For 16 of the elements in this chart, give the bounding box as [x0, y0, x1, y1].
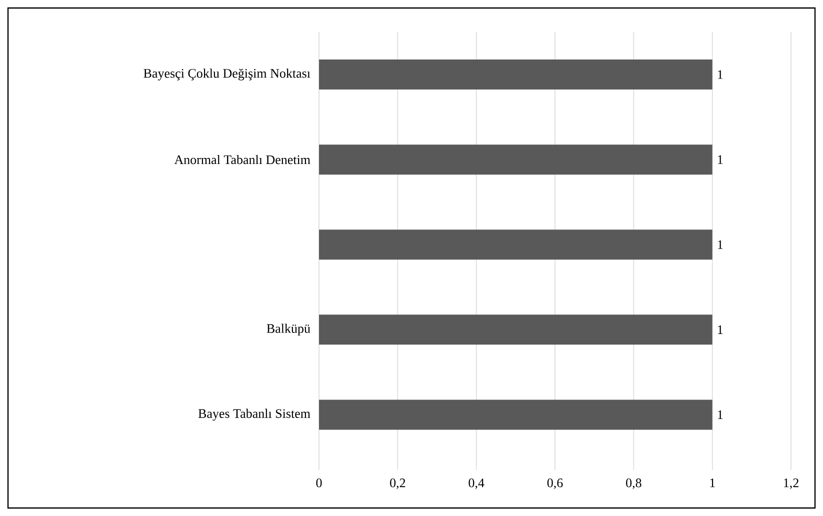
y-tick-label: Balküpü	[266, 324, 310, 336]
data-label: 1	[718, 240, 723, 249]
x-tick-label: 0,2	[390, 478, 406, 490]
x-tick-label: 1	[710, 478, 715, 488]
y-tick-label: Bayesçi Çoklu Değişim Noktası	[144, 68, 310, 80]
data-label: 1	[718, 155, 723, 164]
x-tick-label: 0	[316, 478, 322, 488]
x-tick-label: 0,6	[547, 478, 563, 490]
y-tick-label: Bayes Tabanlı Sistem	[198, 408, 310, 421]
data-label: 1	[718, 325, 723, 334]
data-label: 1	[718, 410, 723, 419]
x-tick-label: 0,4	[468, 478, 484, 490]
x-tick-label: 1,2	[784, 478, 798, 490]
y-tick-label: Anormal Tabanlı Denetim	[174, 154, 310, 164]
data-label: 1	[718, 70, 723, 79]
x-tick-label: 0,8	[626, 478, 642, 490]
